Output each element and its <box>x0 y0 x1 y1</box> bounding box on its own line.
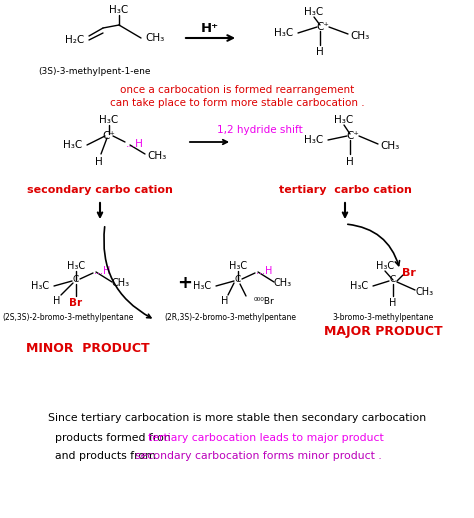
Text: H₂C: H₂C <box>65 35 85 45</box>
Text: C⁺: C⁺ <box>102 131 116 141</box>
Text: H: H <box>346 157 354 167</box>
Text: C⁺: C⁺ <box>346 131 359 141</box>
Text: once a carbocation is formed rearrangement: once a carbocation is formed rearrangeme… <box>120 85 354 95</box>
Text: (2R,3S)-2-bromo-3-methylpentane: (2R,3S)-2-bromo-3-methylpentane <box>164 313 296 323</box>
Text: H₃C: H₃C <box>304 7 324 17</box>
Text: C: C <box>235 276 241 284</box>
Text: H: H <box>95 157 103 167</box>
Text: 1,2 hydride shift: 1,2 hydride shift <box>217 125 303 135</box>
Text: H₃C: H₃C <box>64 140 82 150</box>
Text: ...H: ...H <box>126 139 144 149</box>
Text: H₃C: H₃C <box>334 115 354 125</box>
Text: (2S,3S)-2-bromo-3-methylpentane: (2S,3S)-2-bromo-3-methylpentane <box>2 313 134 323</box>
Text: C⁺: C⁺ <box>317 22 329 32</box>
Text: CH₃: CH₃ <box>416 287 434 297</box>
Text: secondary carbo cation: secondary carbo cation <box>27 185 173 195</box>
Text: MINOR  PRODUCT: MINOR PRODUCT <box>26 341 150 354</box>
Text: C: C <box>73 276 79 284</box>
Text: 3-bromo-3-methylpentane: 3-bromo-3-methylpentane <box>332 313 434 323</box>
Text: tertiary carbocation leads to major product: tertiary carbocation leads to major prod… <box>148 433 384 443</box>
Text: Since tertiary carbocation is more stable then secondary carbocation: Since tertiary carbocation is more stabl… <box>48 413 426 423</box>
Text: Br: Br <box>69 298 82 308</box>
Text: H: H <box>389 298 397 308</box>
Text: C: C <box>390 276 396 284</box>
Text: CH₃: CH₃ <box>147 151 167 161</box>
Text: Br: Br <box>402 268 416 278</box>
Text: H₃C: H₃C <box>229 261 247 271</box>
Text: H₃C: H₃C <box>376 261 394 271</box>
Text: H₃C: H₃C <box>350 281 368 291</box>
Text: MAJOR PRODUCT: MAJOR PRODUCT <box>324 325 442 338</box>
Text: H₃C: H₃C <box>274 28 293 38</box>
Text: H₃C: H₃C <box>100 115 118 125</box>
Text: CH₃: CH₃ <box>380 141 400 151</box>
Text: CH₃: CH₃ <box>146 33 164 43</box>
Text: CH₃: CH₃ <box>350 31 370 41</box>
Text: CH₃: CH₃ <box>274 278 292 288</box>
Text: H₃C: H₃C <box>67 261 85 271</box>
Text: H: H <box>53 296 61 306</box>
Text: ...H: ...H <box>256 266 272 276</box>
Text: secondary carbocation forms minor product .: secondary carbocation forms minor produc… <box>135 451 382 461</box>
Text: H: H <box>316 47 324 57</box>
Text: products formed fron: products formed fron <box>55 433 174 443</box>
Text: ⁰⁰⁰Br: ⁰⁰⁰Br <box>254 297 275 307</box>
Text: H⁺: H⁺ <box>201 22 219 35</box>
Text: CH₃: CH₃ <box>112 278 130 288</box>
Text: H₃C: H₃C <box>109 5 128 15</box>
Text: H₃C: H₃C <box>193 281 211 291</box>
Text: H: H <box>221 296 228 306</box>
Text: (3S)-3-methylpent-1-ene: (3S)-3-methylpent-1-ene <box>39 67 151 77</box>
Text: ...H: ...H <box>94 266 110 276</box>
Text: H₃C: H₃C <box>31 281 49 291</box>
Text: and products from: and products from <box>55 451 159 461</box>
Text: tertiary  carbo cation: tertiary carbo cation <box>279 185 411 195</box>
Text: H₃C: H₃C <box>304 135 324 145</box>
Text: can take place to form more stable carbocation .: can take place to form more stable carbo… <box>109 98 365 108</box>
Text: +: + <box>177 274 192 292</box>
